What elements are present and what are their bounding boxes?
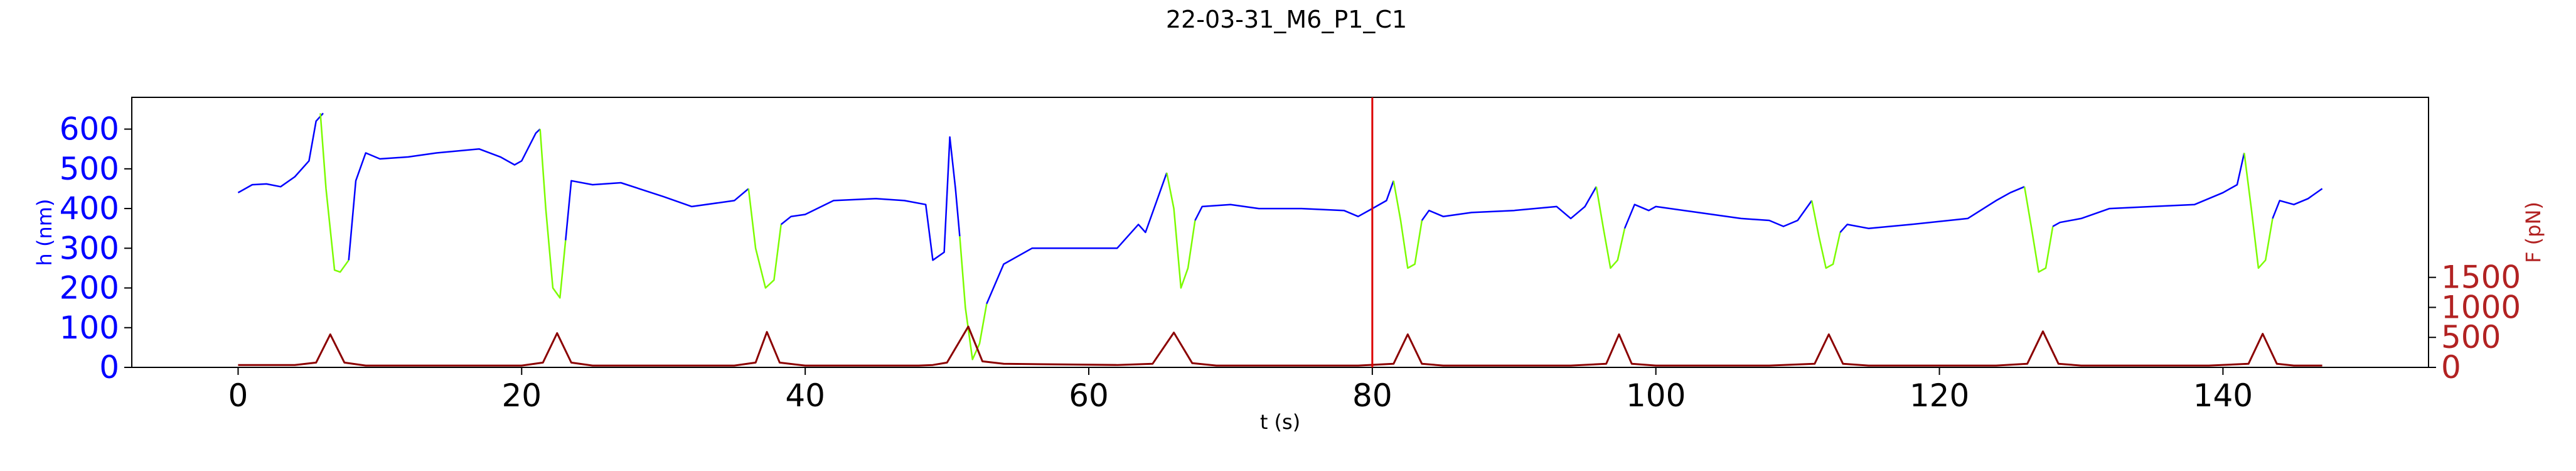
height-series-line-11 xyxy=(1392,180,1423,269)
y-left-tick-label: 200 xyxy=(60,270,119,306)
y-left-tick-label: 0 xyxy=(99,349,119,386)
y-left-tick-label: 600 xyxy=(60,111,119,148)
height-series-line-3 xyxy=(539,129,567,299)
x-tick-label: 20 xyxy=(501,377,542,414)
chart-title: 22-03-31_M6_P1_C1 xyxy=(1166,6,1407,33)
height-series-line-2 xyxy=(348,128,541,261)
x-tick-label: 40 xyxy=(785,377,825,414)
y-left-tick-label: 500 xyxy=(60,151,119,187)
height-series-line-19 xyxy=(2243,153,2274,269)
y-axis-left-label: h (nm) xyxy=(33,199,56,266)
plot-area xyxy=(131,97,2429,368)
y-left-tick-label: 400 xyxy=(60,190,119,227)
height-series-line-9 xyxy=(1166,172,1196,289)
height-series-line-13 xyxy=(1595,187,1626,269)
data-layer xyxy=(237,97,2323,367)
y-right-tick-label: 1000 xyxy=(2441,289,2521,325)
height-series-line-12 xyxy=(1421,186,1597,221)
y-axis-right-label: F (pN) xyxy=(2521,202,2545,263)
y-left-tick-label: 100 xyxy=(60,310,119,346)
x-tick-label: 140 xyxy=(2193,377,2253,414)
x-axis: 0 20 40 60 80 100 120 140 xyxy=(228,367,2253,414)
height-series-line-17 xyxy=(2023,187,2054,273)
y-right-tick-label: 500 xyxy=(2441,319,2501,355)
height-series-line-16 xyxy=(1839,186,2025,233)
y-right-tick-label: 1500 xyxy=(2441,259,2521,296)
x-tick-label: 100 xyxy=(1626,377,1686,414)
x-tick-label: 60 xyxy=(1069,377,1109,414)
height-series-line-18 xyxy=(2052,153,2245,227)
x-tick-label: 120 xyxy=(1910,377,1969,414)
height-series-line-1 xyxy=(319,113,350,273)
height-series-line-0 xyxy=(237,112,324,193)
height-series-line-15 xyxy=(1810,200,1841,269)
x-tick-label: 0 xyxy=(228,377,249,414)
height-series-line-8 xyxy=(986,172,1168,305)
height-series-line-10 xyxy=(1194,180,1394,221)
height-series-line-7 xyxy=(959,236,988,360)
height-series-line-20 xyxy=(2272,188,2323,219)
height-series-line-14 xyxy=(1623,200,1813,229)
x-axis-label: t (s) xyxy=(1260,410,1300,434)
y-left-tick-label: 300 xyxy=(60,230,119,266)
height-series-line-5 xyxy=(747,188,782,289)
x-tick-label: 80 xyxy=(1352,377,1392,414)
height-series-line-6 xyxy=(780,136,961,261)
y-right-tick-label: 0 xyxy=(2441,349,2461,386)
height-series-line-4 xyxy=(565,180,749,241)
force-series-line-21 xyxy=(238,325,2322,367)
